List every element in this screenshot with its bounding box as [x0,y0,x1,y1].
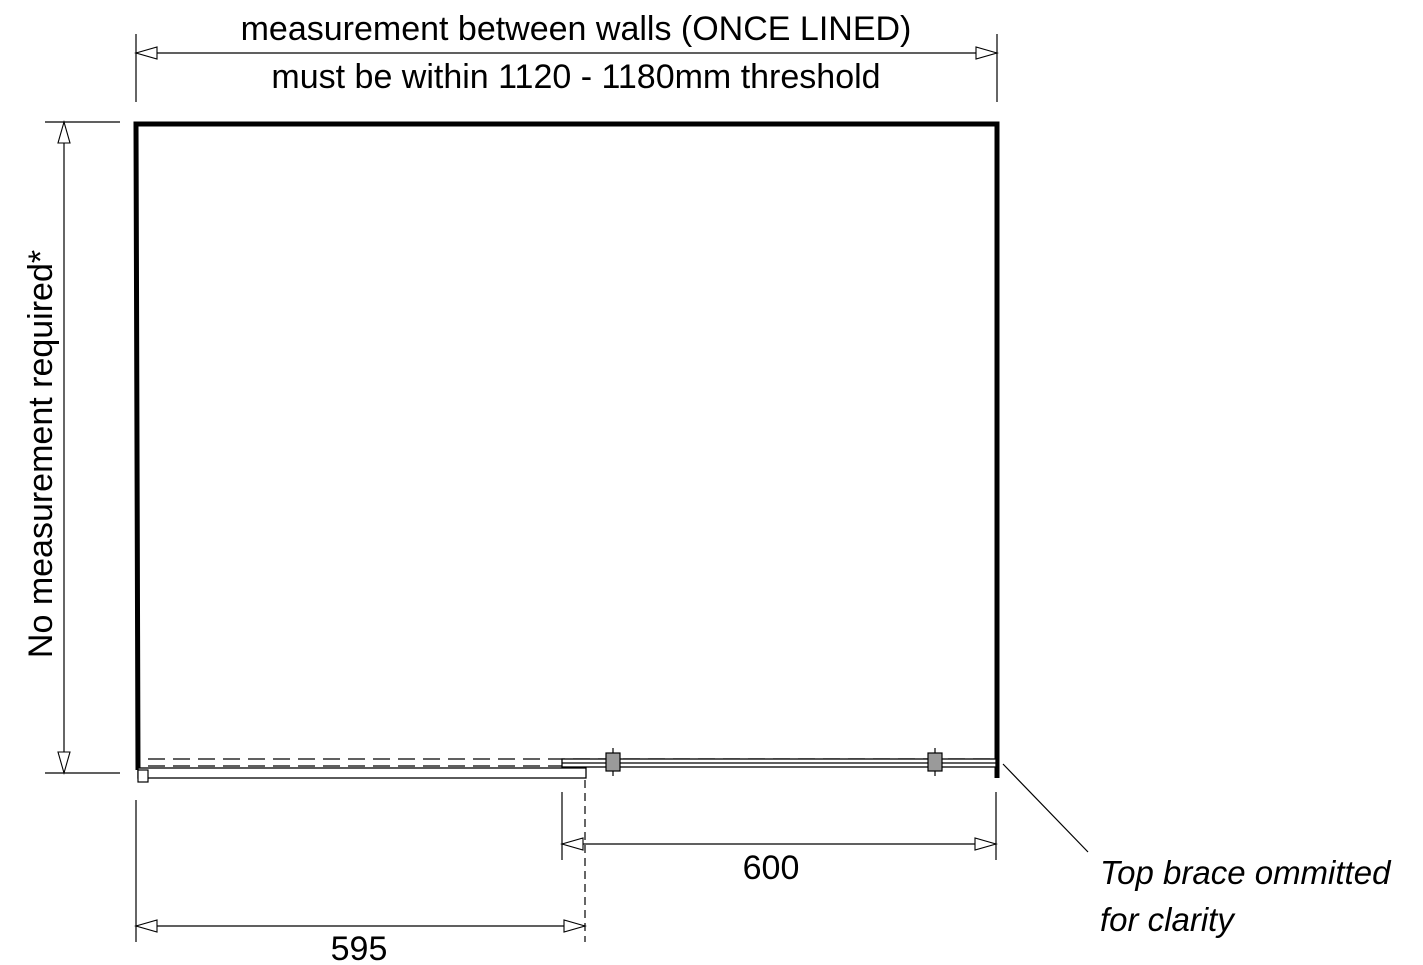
dim-595-label: 595 [331,930,388,965]
wall-channel [137,769,149,783]
dim-600-arrow-right [974,837,999,851]
top-width-dimension: measurement between walls (ONCE LINED) m… [133,10,1000,102]
top-dim-label-line2: must be within 1120 - 1180mm threshold [271,58,880,96]
note-label-line1: Top brace ommitted [1100,854,1392,891]
fixed-panel-glass [137,767,587,779]
walls [133,121,1000,778]
sliding-door-panel [561,758,997,768]
side-dim-arrow-top [57,119,71,144]
dim-595-arrow-left [133,919,158,933]
dimension-600: 600 [559,792,999,887]
dim-600-arrow-left [559,837,584,851]
side-dim-arrow-bottom [57,751,71,776]
dim-595-arrow-right [563,919,588,933]
wall-outline [133,121,1000,778]
side-dim-label: No measurement required* [22,250,60,658]
roller-right [927,748,943,776]
roller-left-body [605,752,621,772]
fixed-glass-panel [137,767,587,783]
top-dim-arrow-left [133,46,158,60]
note-top-brace: Top brace ommitted for clarity [1002,763,1392,938]
side-depth-dimension: No measurement required* [22,119,120,776]
roller-left [605,748,621,776]
note-leader-line [1002,763,1089,853]
note-label-line2: for clarity [1100,901,1236,938]
top-dim-label-line1: measurement between walls (ONCE LINED) [241,10,912,48]
dimension-595: 595 [133,780,588,965]
top-dim-arrow-right [975,46,1000,60]
roller-right-body [927,752,943,772]
dim-600-label: 600 [743,849,800,887]
